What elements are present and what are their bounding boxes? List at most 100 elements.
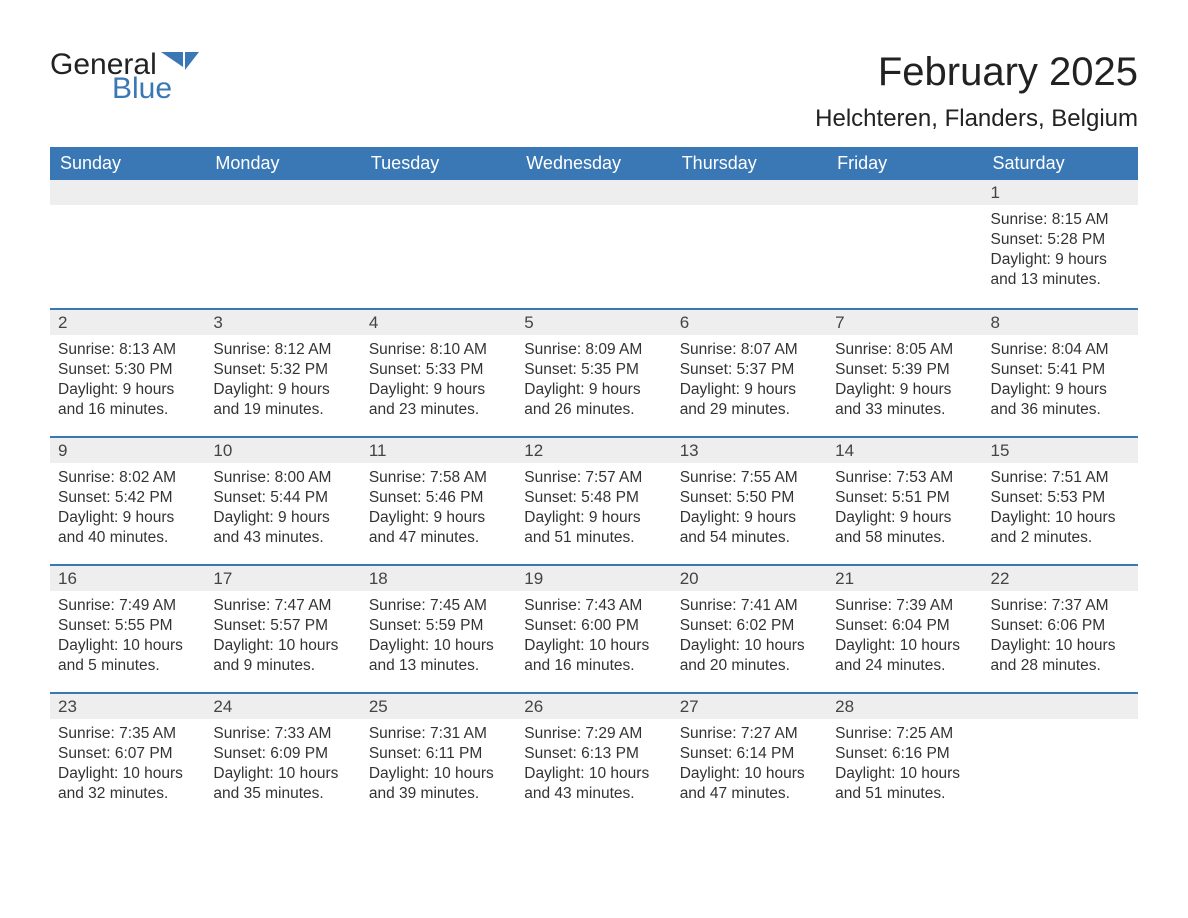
sunset-text: Sunset: 6:02 PM [680,616,819,636]
daylight-text-2: and 43 minutes. [524,784,663,804]
daylight-text-1: Daylight: 9 hours [213,508,352,528]
day-number: 12 [516,438,671,464]
calendar-week: 23Sunrise: 7:35 AMSunset: 6:07 PMDayligh… [50,692,1138,820]
day-cell: 25Sunrise: 7:31 AMSunset: 6:11 PMDayligh… [361,694,516,820]
calendar-header-row: SundayMondayTuesdayWednesdayThursdayFrid… [50,147,1138,180]
day-number: 20 [672,566,827,592]
day-cell: 13Sunrise: 7:55 AMSunset: 5:50 PMDayligh… [672,438,827,564]
daylight-text-2: and 47 minutes. [680,784,819,804]
day-cell: 23Sunrise: 7:35 AMSunset: 6:07 PMDayligh… [50,694,205,820]
sunset-text: Sunset: 6:07 PM [58,744,197,764]
day-details: Sunrise: 7:58 AMSunset: 5:46 PMDaylight:… [361,464,516,557]
calendar-week: 1Sunrise: 8:15 AMSunset: 5:28 PMDaylight… [50,180,1138,308]
sunrise-text: Sunrise: 7:37 AM [991,596,1130,616]
sunrise-text: Sunrise: 7:58 AM [369,468,508,488]
day-cell: 20Sunrise: 7:41 AMSunset: 6:02 PMDayligh… [672,566,827,692]
sunset-text: Sunset: 6:11 PM [369,744,508,764]
daylight-text-2: and 51 minutes. [524,528,663,548]
day-cell: 16Sunrise: 7:49 AMSunset: 5:55 PMDayligh… [50,566,205,692]
daylight-text-2: and 16 minutes. [58,400,197,420]
logo: General Blue [50,50,199,104]
logo-triangle-icon [161,52,199,74]
day-cell: 2Sunrise: 8:13 AMSunset: 5:30 PMDaylight… [50,310,205,436]
day-number: 10 [205,438,360,464]
sunrise-text: Sunrise: 7:35 AM [58,724,197,744]
sunrise-text: Sunrise: 7:25 AM [835,724,974,744]
day-header: Sunday [50,147,205,180]
day-cell: 19Sunrise: 7:43 AMSunset: 6:00 PMDayligh… [516,566,671,692]
sunrise-text: Sunrise: 7:39 AM [835,596,974,616]
empty-day-number [672,180,827,205]
day-cell: 12Sunrise: 7:57 AMSunset: 5:48 PMDayligh… [516,438,671,564]
day-details: Sunrise: 7:47 AMSunset: 5:57 PMDaylight:… [205,592,360,685]
daylight-text-1: Daylight: 9 hours [58,380,197,400]
day-cell: 17Sunrise: 7:47 AMSunset: 5:57 PMDayligh… [205,566,360,692]
daylight-text-1: Daylight: 9 hours [369,380,508,400]
day-cell [827,180,982,308]
sunrise-text: Sunrise: 7:53 AM [835,468,974,488]
day-cell: 27Sunrise: 7:27 AMSunset: 6:14 PMDayligh… [672,694,827,820]
day-details: Sunrise: 7:49 AMSunset: 5:55 PMDaylight:… [50,592,205,685]
daylight-text-2: and 20 minutes. [680,656,819,676]
daylight-text-1: Daylight: 10 hours [369,636,508,656]
daylight-text-2: and 58 minutes. [835,528,974,548]
day-details: Sunrise: 7:33 AMSunset: 6:09 PMDaylight:… [205,720,360,813]
sunrise-text: Sunrise: 7:29 AM [524,724,663,744]
day-cell: 15Sunrise: 7:51 AMSunset: 5:53 PMDayligh… [983,438,1138,564]
day-number: 13 [672,438,827,464]
sunset-text: Sunset: 5:33 PM [369,360,508,380]
sunset-text: Sunset: 5:59 PM [369,616,508,636]
daylight-text-1: Daylight: 10 hours [213,636,352,656]
day-details: Sunrise: 7:51 AMSunset: 5:53 PMDaylight:… [983,464,1138,557]
day-cell [50,180,205,308]
daylight-text-1: Daylight: 10 hours [835,764,974,784]
day-cell: 5Sunrise: 8:09 AMSunset: 5:35 PMDaylight… [516,310,671,436]
day-header: Saturday [983,147,1138,180]
day-details: Sunrise: 7:35 AMSunset: 6:07 PMDaylight:… [50,720,205,813]
day-details: Sunrise: 7:37 AMSunset: 6:06 PMDaylight:… [983,592,1138,685]
daylight-text-1: Daylight: 10 hours [369,764,508,784]
day-number: 24 [205,694,360,720]
empty-day-number [516,180,671,205]
sunset-text: Sunset: 5:55 PM [58,616,197,636]
daylight-text-1: Daylight: 10 hours [524,636,663,656]
day-number: 27 [672,694,827,720]
daylight-text-2: and 13 minutes. [991,270,1130,290]
daylight-text-2: and 39 minutes. [369,784,508,804]
day-cell: 7Sunrise: 8:05 AMSunset: 5:39 PMDaylight… [827,310,982,436]
sunset-text: Sunset: 5:32 PM [213,360,352,380]
day-number: 3 [205,310,360,336]
day-number: 11 [361,438,516,464]
header-row: General Blue February 2025 Helchteren, F… [50,50,1138,133]
logo-text-blue: Blue [112,74,199,104]
day-cell: 26Sunrise: 7:29 AMSunset: 6:13 PMDayligh… [516,694,671,820]
day-cell: 18Sunrise: 7:45 AMSunset: 5:59 PMDayligh… [361,566,516,692]
daylight-text-2: and 28 minutes. [991,656,1130,676]
daylight-text-1: Daylight: 10 hours [991,508,1130,528]
sunrise-text: Sunrise: 8:13 AM [58,340,197,360]
day-details: Sunrise: 7:43 AMSunset: 6:00 PMDaylight:… [516,592,671,685]
sunset-text: Sunset: 5:44 PM [213,488,352,508]
daylight-text-1: Daylight: 10 hours [58,636,197,656]
sunset-text: Sunset: 6:06 PM [991,616,1130,636]
empty-day-number [205,180,360,205]
day-cell: 3Sunrise: 8:12 AMSunset: 5:32 PMDaylight… [205,310,360,436]
sunrise-text: Sunrise: 8:05 AM [835,340,974,360]
day-number: 21 [827,566,982,592]
sunrise-text: Sunrise: 8:02 AM [58,468,197,488]
day-cell [516,180,671,308]
daylight-text-2: and 16 minutes. [524,656,663,676]
day-details: Sunrise: 7:39 AMSunset: 6:04 PMDaylight:… [827,592,982,685]
daylight-text-2: and 26 minutes. [524,400,663,420]
page-title: February 2025 [815,50,1138,95]
day-header: Wednesday [516,147,671,180]
day-number: 14 [827,438,982,464]
empty-day-number [983,694,1138,719]
day-cell: 8Sunrise: 8:04 AMSunset: 5:41 PMDaylight… [983,310,1138,436]
day-number: 18 [361,566,516,592]
day-number: 19 [516,566,671,592]
daylight-text-2: and 2 minutes. [991,528,1130,548]
day-details: Sunrise: 7:29 AMSunset: 6:13 PMDaylight:… [516,720,671,813]
sunrise-text: Sunrise: 7:27 AM [680,724,819,744]
day-cell: 9Sunrise: 8:02 AMSunset: 5:42 PMDaylight… [50,438,205,564]
